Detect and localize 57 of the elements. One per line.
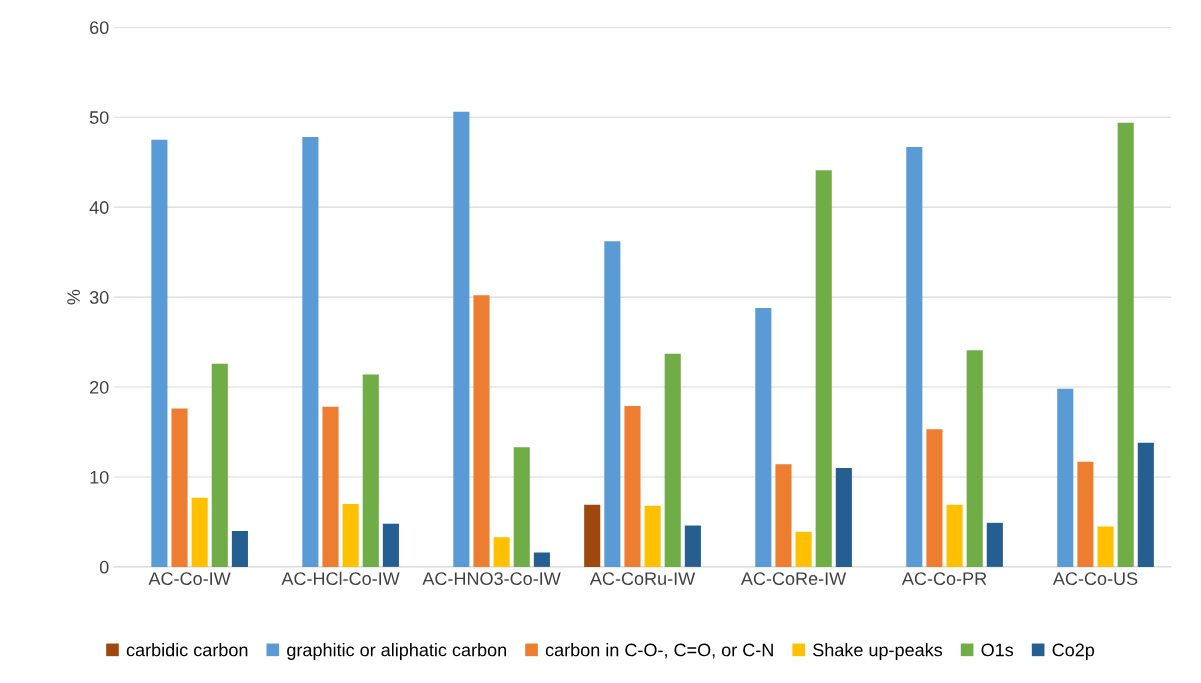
bar [926,429,943,567]
bar [1137,442,1154,567]
bar [231,530,248,567]
bar [966,350,983,567]
bar [533,552,550,567]
bar [513,447,530,567]
bar [1057,388,1074,567]
bar [342,503,359,567]
bar [1077,461,1094,567]
bar [815,170,832,567]
bar [604,241,621,567]
bar [684,525,701,567]
bar [191,497,208,567]
bar [453,111,470,567]
bar [986,522,1003,567]
bar [322,406,339,567]
x-tick-label: AC-Co-PR [901,572,987,586]
legend-label: Shake up-peaks [813,643,943,660]
legend-label: carbidic carbon [126,643,248,657]
legend-label: carbon in C-O-, C=O, or C-N [545,643,773,659]
legend-label: graphitic or aliphatic carbon [287,643,507,660]
y-tick-label: 50 [89,111,109,124]
bar [382,523,399,567]
bar [946,504,963,567]
y-tick-label: 10 [90,470,109,484]
y-tick-label: 20 [90,380,109,394]
legend-label: Co2p [1052,643,1095,660]
x-tick-label: AC-HCl-Co-IW [281,571,400,586]
bar [1117,122,1134,567]
bar [644,505,661,567]
bar [362,374,379,567]
bar [584,504,601,567]
y-tick-label: 40 [89,201,109,214]
bar [795,531,812,567]
bar [493,537,510,567]
bar [775,464,792,567]
y-tick-label: 30 [89,291,109,304]
bar [211,363,228,567]
bar [171,408,188,567]
bar [302,137,319,567]
bar [151,139,168,567]
bar [835,467,852,567]
bar [473,295,490,567]
bar [1097,526,1114,567]
bar [624,405,641,567]
x-tick-label: AC-CoRe-IW [740,572,847,586]
x-tick-label: AC-Co-IW [148,572,231,586]
y-axis-title: % [67,289,80,305]
y-tick-label: 60 [90,21,109,35]
x-tick-label: AC-Co-US [1052,572,1138,586]
y-tick-label: 0 [99,560,109,574]
x-tick-label: AC-CoRu-IW [589,572,696,586]
bar [906,146,923,567]
x-tick-label: AC-HNO3-Co-IW [422,572,561,586]
legend-label: O1s [981,643,1014,657]
bar [664,353,681,567]
bar [755,307,772,567]
